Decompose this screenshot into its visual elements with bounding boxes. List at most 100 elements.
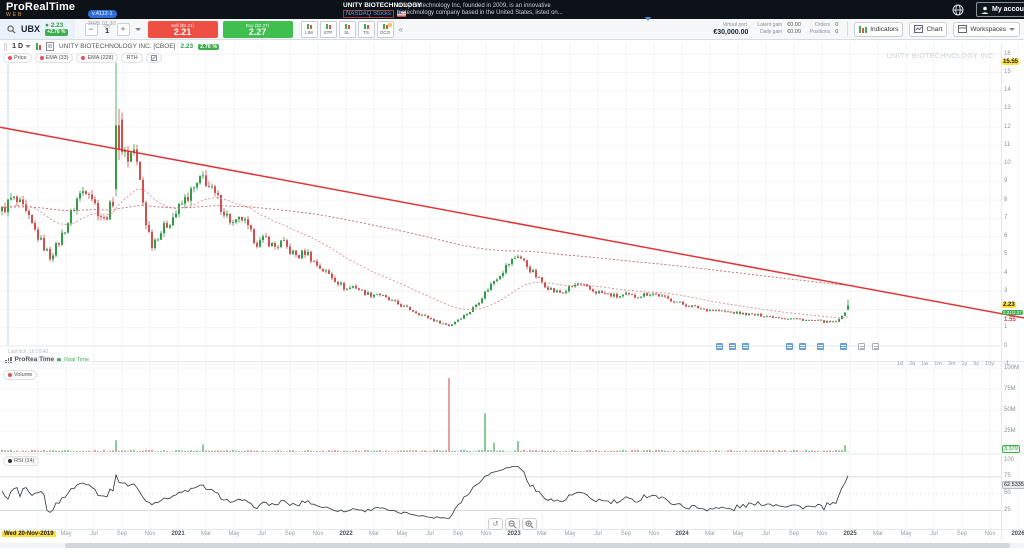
- zoom-controls: ↺: [488, 518, 537, 530]
- event-icon[interactable]: [840, 343, 847, 350]
- preset-10y[interactable]: 10y: [985, 361, 994, 367]
- legend-price[interactable]: Price: [3, 53, 32, 63]
- legend-rth[interactable]: RTH: [121, 53, 143, 63]
- zoom-in-button[interactable]: [522, 518, 537, 530]
- time-axis-label: May: [900, 531, 912, 537]
- time-axis-label: Nov: [984, 531, 996, 537]
- order-type-sl[interactable]: SL: [338, 20, 356, 38]
- preset-1d[interactable]: 1d: [896, 361, 904, 367]
- price-axis-tick: 6: [1004, 233, 1008, 240]
- price-axis-tick: 14: [1004, 87, 1011, 94]
- event-icon[interactable]: [799, 343, 806, 350]
- market-label[interactable]: NASDAQ Stocks: [343, 10, 395, 18]
- price-axis[interactable]: 15.55 2.23 2.21/2.27 1.55 3.379 62.53357…: [1002, 40, 1024, 554]
- platform-date: 2025.01.30: [88, 21, 116, 27]
- timeframe-selector[interactable]: 1 D: [12, 43, 32, 50]
- preset-3m[interactable]: 3m: [947, 361, 956, 367]
- instrument-doc-icon[interactable]: [46, 42, 55, 51]
- app-logo: ProRealTime WEB: [6, 1, 75, 18]
- current-volume-badge: 3.379: [1002, 445, 1020, 453]
- time-axis-label: Nov: [648, 531, 660, 537]
- change-badge: +2.76 %: [45, 29, 68, 36]
- symbol-search-box[interactable]: UBX ● 2.23 +2.76 %: [0, 19, 75, 39]
- order-type-ts[interactable]: TS: [357, 20, 375, 38]
- chart-toolbar: ⣿ 1 D UNITY BIOTECHNOLOGY INC. [CBOE] 2.…: [3, 42, 220, 51]
- volume-axis-tick: 75M: [1004, 385, 1016, 392]
- chart-area[interactable]: ⣿ 1 D UNITY BIOTECHNOLOGY INC. [CBOE] 2.…: [0, 40, 1024, 554]
- qty-plus-button[interactable]: +: [116, 22, 130, 36]
- language-globe-icon[interactable]: [952, 3, 964, 21]
- rsi-pane-label[interactable]: RSI (14): [3, 456, 40, 466]
- time-axis-label: Sep: [620, 531, 632, 537]
- rsi-axis-tick: 25: [1004, 506, 1011, 513]
- time-axis-label: Jul: [762, 531, 770, 537]
- app-logo-web-label: WEB: [6, 12, 24, 18]
- scrollbar-thumb[interactable]: [65, 543, 1010, 548]
- quantity-stepper: − Qty 1 +: [84, 22, 143, 36]
- order-type-lim[interactable]: LIM: [300, 20, 318, 38]
- volume-axis-tick: 50M: [1004, 406, 1016, 413]
- chart-type-icon[interactable]: [36, 43, 42, 50]
- time-axis-label: 2022: [339, 531, 353, 537]
- expand-pane-icon[interactable]: [145, 53, 162, 63]
- event-icon[interactable]: [716, 343, 723, 350]
- workspaces-button[interactable]: Workspaces: [953, 21, 1020, 37]
- preset-5y[interactable]: 5y: [973, 361, 980, 367]
- symbol-ticker: UBX: [21, 24, 41, 34]
- event-icon-gray[interactable]: [872, 343, 879, 350]
- event-icon[interactable]: [786, 343, 793, 350]
- buy-button[interactable]: Buy ($2.27) 2.27: [222, 20, 293, 38]
- event-icon[interactable]: [817, 343, 824, 350]
- event-icon[interactable]: [729, 343, 736, 350]
- preset-2d[interactable]: 2d: [909, 361, 916, 367]
- drag-grip-icon[interactable]: ⣿: [3, 43, 8, 51]
- instrument-description: Unity Biotechnology Inc, founded in 2009…: [397, 3, 563, 16]
- qty-field[interactable]: Qty 1: [103, 23, 111, 35]
- collapse-orderbar-button[interactable]: «: [398, 24, 403, 34]
- sell-button[interactable]: Sell ($2.21) 2.21: [147, 20, 218, 38]
- qty-options-button[interactable]: [133, 23, 143, 36]
- trade-bar: UBX ● 2.23 +2.76 % − Qty 1 + Sell ($2.21…: [0, 19, 1024, 40]
- version-badge: v.4112-1: [88, 10, 117, 18]
- preset-1w[interactable]: 1w: [921, 361, 929, 367]
- current-rsi-badge: 62.53357: [1002, 481, 1024, 489]
- volume-axis-tick: 25M: [1004, 427, 1016, 434]
- price-axis-tick: 15: [1004, 68, 1011, 75]
- time-axis[interactable]: Mar May Jul Sep Nov 2021 Mar May Jul Sep Nov 2022 Ma…: [0, 531, 1024, 541]
- legend-ema-33-[interactable]: EMA (33): [34, 53, 74, 63]
- time-axis-label: Sep: [452, 531, 464, 537]
- indicators-button[interactable]: Indicators: [854, 21, 904, 37]
- time-axis-label: Nov: [312, 531, 324, 537]
- price-axis-tick: 16: [1004, 50, 1011, 57]
- time-axis-label: 2026: [1011, 531, 1024, 537]
- preset-1m[interactable]: 1m: [934, 361, 942, 367]
- time-axis-label: Jul: [426, 531, 434, 537]
- person-icon: [981, 6, 989, 14]
- reset-zoom-button[interactable]: ↺: [488, 518, 503, 530]
- order-type-oco[interactable]: OCO: [376, 20, 394, 38]
- volume-pane-label[interactable]: Volume: [3, 370, 38, 380]
- preset-1y[interactable]: 1y: [961, 361, 968, 367]
- event-icon[interactable]: [742, 343, 749, 350]
- event-icon-gray[interactable]: [858, 343, 865, 350]
- time-axis-label: Nov: [480, 531, 492, 537]
- time-axis-label: Mar: [536, 531, 548, 537]
- time-axis-label: May: [228, 531, 240, 537]
- description-expand-button[interactable]: [645, 8, 651, 26]
- realtime-status-dot: [57, 357, 62, 362]
- order-type-stp[interactable]: STP: [319, 20, 337, 38]
- rsi-axis-tick: 100: [1004, 456, 1015, 463]
- price-axis-tick: 4: [1004, 269, 1008, 276]
- indicators-icon: [859, 25, 868, 33]
- legend-ema-228-[interactable]: EMA (228): [76, 53, 119, 63]
- my-account-button[interactable]: My account: [976, 2, 1024, 17]
- zoom-out-button[interactable]: [505, 518, 520, 530]
- qty-minus-button[interactable]: −: [84, 22, 98, 36]
- zoom-preset-row: 1d 2d 1w 1m 3m 1y 5y 10y: [897, 361, 994, 367]
- chart-canvas[interactable]: [0, 40, 1024, 554]
- event-markers-row: [0, 343, 1000, 351]
- chart-button[interactable]: Chart: [909, 21, 948, 37]
- time-axis-label: Sep: [284, 531, 296, 537]
- time-axis-label: 2023: [507, 531, 521, 537]
- time-axis-label: Mar: [368, 531, 380, 537]
